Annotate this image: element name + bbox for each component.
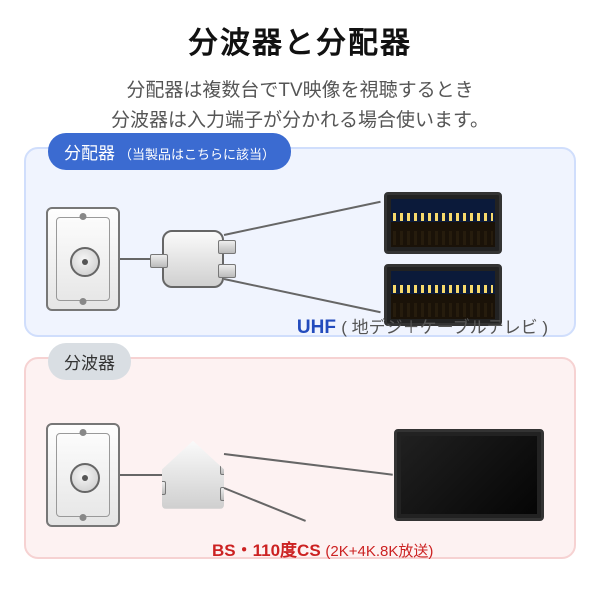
tv-icon xyxy=(384,192,502,254)
badge-separator-main: 分波器 xyxy=(64,349,115,374)
tv-single xyxy=(394,429,544,521)
bs-label-bold: BS・110度CS xyxy=(212,541,321,560)
bs-label-note: (2K+4K.8K放送) xyxy=(325,543,433,560)
uhf-label: UHF ( 地デジ＋ケーブルテレビ ) xyxy=(297,313,548,339)
coax-jack-icon xyxy=(70,247,100,277)
cable-pair-icon xyxy=(224,425,394,525)
page-title: 分波器と分配器 xyxy=(24,18,576,62)
bs-label: BS・110度CS (2K+4K.8K放送) xyxy=(212,536,433,561)
subtitle-line-1: 分配器は複数台でTV映像を視聴するとき xyxy=(24,76,576,106)
panel-separator: 分波器 UHF ( 地デジ＋ケーブルテレビ ) BS・110度CS (2K+4K… xyxy=(24,357,576,559)
badge-splitter-main: 分配器 xyxy=(64,139,115,164)
separator-device-icon xyxy=(162,441,224,509)
tv-group xyxy=(384,192,502,326)
diagram-splitter xyxy=(46,203,554,315)
panel-splitter: 分配器 （当製品はこちらに該当） xyxy=(24,147,576,337)
coax-jack-icon xyxy=(70,463,100,493)
wall-outlet-icon xyxy=(46,423,120,527)
uhf-label-note: ( 地デジ＋ケーブルテレビ ) xyxy=(341,318,548,337)
splitter-device-icon xyxy=(162,230,224,288)
diagram-separator xyxy=(46,413,554,537)
badge-splitter-note: （当製品はこちらに該当） xyxy=(119,144,275,163)
tv-icon xyxy=(394,429,544,521)
wall-outlet-icon xyxy=(46,207,120,311)
badge-separator: 分波器 xyxy=(48,343,131,380)
badge-splitter: 分配器 （当製品はこちらに該当） xyxy=(48,133,291,170)
uhf-label-bold: UHF xyxy=(297,317,336,338)
cable-fanout-icon xyxy=(224,204,384,314)
cable-icon xyxy=(120,474,162,476)
subtitle: 分配器は複数台でTV映像を視聴するとき 分波器は入力端子が分かれる場合使います。 xyxy=(24,76,576,137)
